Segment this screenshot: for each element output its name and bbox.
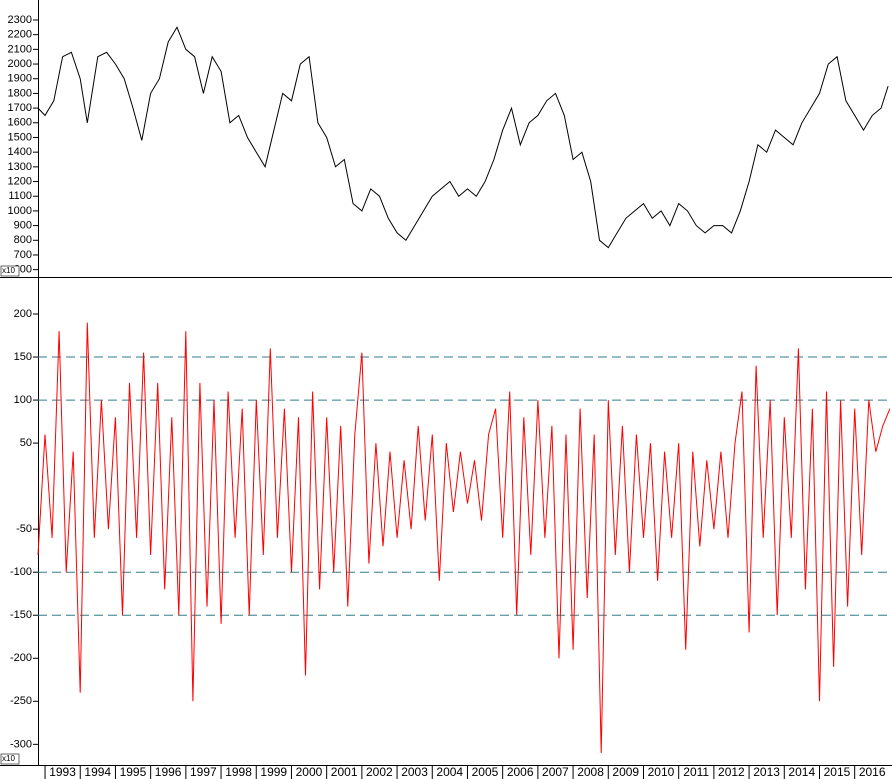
x-tick-label: 1997 xyxy=(190,765,217,779)
x-tick-label: 2015 xyxy=(824,765,851,779)
x-tick-label: 2010 xyxy=(648,765,675,779)
data-line xyxy=(37,322,891,754)
y-tick-label: 1700 xyxy=(8,102,32,114)
y-multiplier-label: x10 xyxy=(2,754,15,763)
multiplier-box xyxy=(0,753,20,765)
y-tick-label: -200 xyxy=(10,652,32,664)
x-tick-label: 1995 xyxy=(120,765,147,779)
y-tick-label: 700 xyxy=(14,249,32,261)
y-tick-label: 1300 xyxy=(8,161,32,173)
x-tick-label: 2007 xyxy=(542,765,569,779)
y-tick-label: 200 xyxy=(14,308,32,320)
y-tick-label: 1500 xyxy=(8,131,32,143)
x-tick-label: 1994 xyxy=(84,765,111,779)
x-tick-label: 1996 xyxy=(155,765,182,779)
y-tick-label: -150 xyxy=(10,609,32,621)
y-tick-label: -300 xyxy=(10,738,32,750)
x-tick-label: 2008 xyxy=(577,765,604,779)
x-tick-label: 2006 xyxy=(507,765,534,779)
y-tick-label: 100 xyxy=(14,394,32,406)
x-tick-label: 2000 xyxy=(296,765,323,779)
y-tick-label: -50 xyxy=(16,523,32,535)
x-tick-label: 2012 xyxy=(718,765,745,779)
x-tick-label: 2013 xyxy=(753,765,780,779)
x-tick-label: 2009 xyxy=(612,765,639,779)
y-tick-label: 1600 xyxy=(8,117,32,129)
x-tick-label: 1993 xyxy=(49,765,76,779)
y-tick-label: 50 xyxy=(20,437,32,449)
y-multiplier-label: x10 xyxy=(2,266,15,275)
x-tick-label: 2002 xyxy=(366,765,393,779)
x-tick-label: 2016 xyxy=(859,765,886,779)
y-tick-label: 1800 xyxy=(8,87,32,99)
y-tick-label: 800 xyxy=(14,234,32,246)
y-tick-label: 2300 xyxy=(8,14,32,26)
y-tick-label: 2100 xyxy=(8,43,32,55)
multiplier-box xyxy=(0,265,20,277)
y-tick-label: 2200 xyxy=(8,29,32,41)
y-tick-label: 1000 xyxy=(8,205,32,217)
y-tick-label: -250 xyxy=(10,695,32,707)
y-tick-label: 900 xyxy=(14,220,32,232)
x-tick-label: 2001 xyxy=(331,765,358,779)
y-tick-label: 150 xyxy=(14,351,32,363)
x-tick-label: 2004 xyxy=(436,765,463,779)
x-tick-label: 2014 xyxy=(788,765,815,779)
x-tick-label: 2003 xyxy=(401,765,428,779)
x-tick-label: 2011 xyxy=(683,765,709,779)
y-tick-label: 1200 xyxy=(8,175,32,187)
y-tick-label: 1100 xyxy=(8,190,32,202)
y-tick-label: 1900 xyxy=(8,73,32,85)
x-tick-label: 2005 xyxy=(472,765,499,779)
data-line xyxy=(37,26,889,249)
x-tick-label: 1999 xyxy=(260,765,287,779)
x-tick-label: 1998 xyxy=(225,765,252,779)
y-tick-label: 1400 xyxy=(8,146,32,158)
y-tick-label: 2000 xyxy=(8,58,32,70)
y-tick-label: -100 xyxy=(10,566,32,578)
